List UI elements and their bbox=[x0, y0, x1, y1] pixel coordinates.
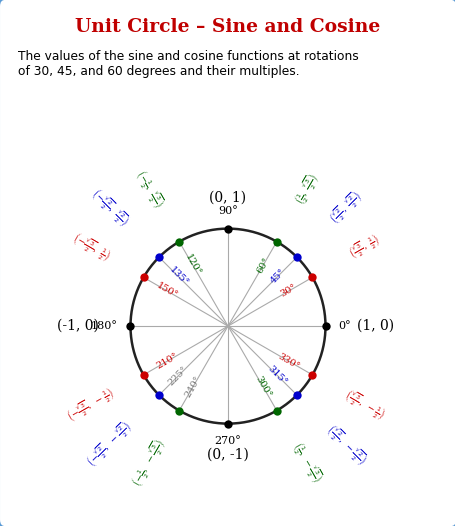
Text: Unit Circle – Sine and Cosine: Unit Circle – Sine and Cosine bbox=[75, 18, 380, 36]
Text: 90°: 90° bbox=[217, 206, 238, 216]
Text: $\left(\frac{\sqrt{2}}{2},\ -\frac{\sqrt{2}}{2}\right)$: $\left(\frac{\sqrt{2}}{2},\ -\frac{\sqrt… bbox=[322, 421, 370, 469]
Text: $\left(-\frac{\sqrt{3}}{2},\ -\frac{1}{2}\right)$: $\left(-\frac{\sqrt{3}}{2},\ -\frac{1}{2… bbox=[64, 384, 118, 426]
Text: $\left(\frac{1}{2},\ -\frac{\sqrt{3}}{2}\right)$: $\left(\frac{1}{2},\ -\frac{\sqrt{3}}{2}… bbox=[288, 439, 325, 487]
Text: (-1, 0): (-1, 0) bbox=[57, 319, 99, 333]
Text: $\left(\frac{\sqrt{3}}{2},\ -\frac{1}{2}\right)$: $\left(\frac{\sqrt{3}}{2},\ -\frac{1}{2}… bbox=[340, 386, 388, 424]
Text: 30°: 30° bbox=[278, 283, 298, 299]
Text: $\left(\frac{1}{2},\ \frac{\sqrt{3}}{2}\right)$: $\left(\frac{1}{2},\ \frac{\sqrt{3}}{2}\… bbox=[290, 170, 323, 208]
Text: The values of the sine and cosine functions at rotations
of 30, 45, and 60 degre: The values of the sine and cosine functi… bbox=[18, 50, 358, 78]
Text: 120°: 120° bbox=[183, 253, 202, 278]
Text: 60°: 60° bbox=[254, 256, 271, 275]
Text: $\left(\frac{\sqrt{3}}{2},\ \frac{1}{2}\right)$: $\left(\frac{\sqrt{3}}{2},\ \frac{1}{2}\… bbox=[345, 231, 383, 264]
Text: 210°: 210° bbox=[155, 351, 179, 371]
Text: 315°: 315° bbox=[266, 365, 288, 387]
Text: (0, -1): (0, -1) bbox=[207, 448, 248, 462]
Text: (1, 0): (1, 0) bbox=[356, 319, 393, 333]
Text: 45°: 45° bbox=[268, 267, 286, 286]
Text: 240°: 240° bbox=[183, 375, 202, 399]
Text: $\left(\frac{\sqrt{2}}{2},\ \frac{\sqrt{2}}{2}\right)$: $\left(\frac{\sqrt{2}}{2},\ \frac{\sqrt{… bbox=[326, 187, 366, 228]
Text: 135°: 135° bbox=[167, 265, 189, 288]
Text: $\left(-\frac{1}{2},\ -\frac{\sqrt{3}}{2}\right)$: $\left(-\frac{1}{2},\ -\frac{\sqrt{3}}{2… bbox=[128, 436, 170, 490]
Text: 225°: 225° bbox=[167, 365, 189, 387]
Text: $\left(-\frac{\sqrt{2}}{2},\ -\frac{\sqrt{2}}{2}\right)$: $\left(-\frac{\sqrt{2}}{2},\ -\frac{\sqr… bbox=[82, 418, 136, 471]
Text: 0°: 0° bbox=[338, 321, 350, 331]
Text: $\left(-\frac{\sqrt{3}}{2},\ \frac{1}{2}\right)$: $\left(-\frac{\sqrt{3}}{2},\ \frac{1}{2}… bbox=[69, 229, 113, 265]
Text: 330°: 330° bbox=[276, 351, 300, 371]
Text: (0, 1): (0, 1) bbox=[209, 190, 246, 204]
Text: 180°: 180° bbox=[91, 321, 117, 331]
Text: 150°: 150° bbox=[155, 281, 179, 301]
Text: $\left(-\frac{1}{2},\ \frac{\sqrt{3}}{2}\right)$: $\left(-\frac{1}{2},\ \frac{\sqrt{3}}{2}… bbox=[131, 167, 167, 211]
Text: 300°: 300° bbox=[253, 375, 272, 399]
Text: $\left(-\frac{\sqrt{2}}{2},\ \frac{\sqrt{2}}{2}\right)$: $\left(-\frac{\sqrt{2}}{2},\ \frac{\sqrt… bbox=[86, 185, 132, 230]
Text: 270°: 270° bbox=[214, 436, 241, 446]
